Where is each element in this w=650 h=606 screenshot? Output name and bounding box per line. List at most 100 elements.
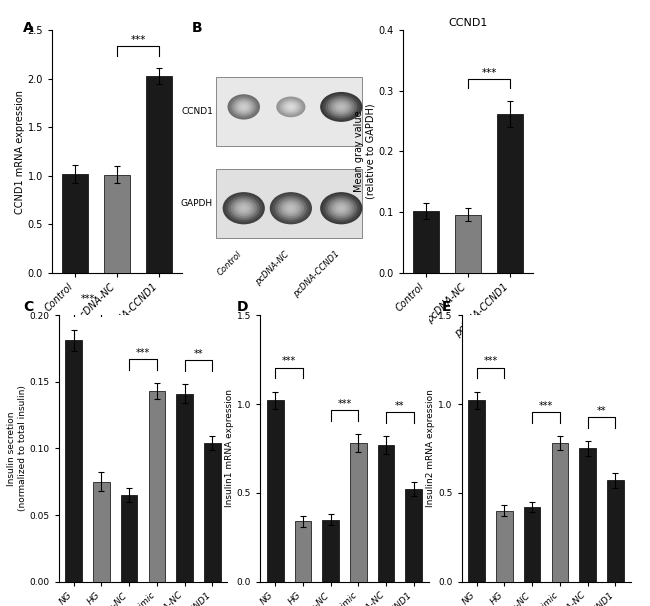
FancyBboxPatch shape — [216, 169, 363, 238]
Bar — [149, 391, 165, 582]
Text: ***: *** — [484, 356, 498, 366]
Bar — [294, 521, 311, 582]
Text: C: C — [23, 300, 33, 314]
Ellipse shape — [233, 99, 254, 115]
Ellipse shape — [283, 202, 299, 215]
Ellipse shape — [280, 99, 302, 115]
Y-axis label: Insulin2 mRNA expression: Insulin2 mRNA expression — [426, 390, 436, 507]
Ellipse shape — [228, 196, 259, 221]
Ellipse shape — [276, 96, 306, 117]
Ellipse shape — [287, 104, 294, 110]
Ellipse shape — [280, 200, 302, 216]
Bar — [469, 401, 485, 582]
Bar — [579, 448, 596, 582]
Text: D: D — [237, 300, 249, 314]
Bar — [146, 76, 172, 273]
Ellipse shape — [233, 200, 254, 216]
Text: ***: *** — [539, 401, 553, 411]
Ellipse shape — [320, 192, 363, 224]
Ellipse shape — [320, 92, 363, 122]
Text: Control: Control — [216, 250, 244, 278]
Ellipse shape — [278, 198, 304, 218]
Text: pcDNA-NC: pcDNA-NC — [254, 250, 291, 287]
Ellipse shape — [272, 194, 309, 222]
Ellipse shape — [231, 98, 256, 116]
Text: ***: *** — [282, 356, 296, 366]
FancyBboxPatch shape — [216, 77, 363, 146]
Ellipse shape — [281, 101, 300, 113]
Y-axis label: CCND1 mRNA expression: CCND1 mRNA expression — [15, 90, 25, 213]
Bar — [456, 215, 480, 273]
Text: ***: *** — [81, 295, 95, 304]
Ellipse shape — [283, 102, 298, 112]
Bar — [552, 443, 568, 582]
Ellipse shape — [323, 194, 359, 222]
Text: **: ** — [194, 349, 203, 359]
Ellipse shape — [227, 94, 260, 119]
Ellipse shape — [285, 204, 296, 212]
Text: CCND1: CCND1 — [181, 107, 213, 116]
Ellipse shape — [239, 204, 249, 212]
Ellipse shape — [226, 194, 262, 222]
Ellipse shape — [222, 192, 265, 224]
Bar — [322, 519, 339, 582]
Ellipse shape — [238, 102, 250, 112]
Ellipse shape — [278, 98, 304, 116]
Ellipse shape — [328, 98, 354, 116]
Text: A: A — [23, 21, 34, 35]
Bar — [105, 175, 129, 273]
Bar — [496, 511, 513, 582]
Bar — [524, 507, 540, 582]
Bar — [413, 211, 439, 273]
Text: pcDNA-CCND1: pcDNA-CCND1 — [291, 250, 341, 299]
Ellipse shape — [235, 101, 252, 113]
Ellipse shape — [326, 96, 357, 118]
Ellipse shape — [326, 196, 357, 221]
Ellipse shape — [339, 105, 344, 108]
Bar — [378, 445, 395, 582]
Bar — [121, 495, 137, 582]
Ellipse shape — [331, 99, 352, 115]
Ellipse shape — [275, 196, 307, 221]
Text: B: B — [192, 21, 202, 35]
Ellipse shape — [242, 105, 246, 108]
Text: ***: *** — [337, 399, 352, 409]
Ellipse shape — [240, 104, 248, 110]
Ellipse shape — [323, 94, 359, 120]
Text: ***: *** — [130, 35, 146, 45]
Ellipse shape — [333, 202, 349, 215]
Text: ***: *** — [481, 67, 497, 78]
Bar — [607, 481, 623, 582]
Bar — [62, 174, 88, 273]
Bar — [497, 114, 523, 273]
Text: E: E — [442, 300, 452, 314]
Bar — [176, 394, 193, 582]
Y-axis label: Mean gray value
(relative to GAPDH): Mean gray value (relative to GAPDH) — [354, 104, 376, 199]
Ellipse shape — [270, 192, 312, 224]
Ellipse shape — [288, 206, 294, 210]
Ellipse shape — [336, 103, 346, 111]
Text: ***: *** — [136, 348, 150, 358]
Ellipse shape — [328, 198, 354, 218]
Ellipse shape — [285, 103, 296, 111]
Bar — [267, 401, 283, 582]
Ellipse shape — [339, 206, 344, 210]
Ellipse shape — [236, 202, 252, 215]
Ellipse shape — [229, 96, 258, 118]
Ellipse shape — [241, 206, 246, 210]
Bar — [93, 482, 110, 582]
Text: **: ** — [597, 406, 606, 416]
Bar — [350, 443, 367, 582]
Bar — [204, 443, 220, 582]
Bar — [406, 489, 422, 582]
Bar — [66, 341, 82, 582]
Ellipse shape — [289, 105, 292, 108]
Y-axis label: Insulin secretion
(normalized to total insulin): Insulin secretion (normalized to total i… — [7, 385, 27, 511]
Ellipse shape — [336, 204, 346, 212]
Text: GAPDH: GAPDH — [181, 199, 213, 208]
Text: **: ** — [395, 401, 405, 411]
Ellipse shape — [333, 101, 349, 113]
Ellipse shape — [331, 200, 352, 216]
Y-axis label: Insulin1 mRNA expression: Insulin1 mRNA expression — [225, 390, 234, 507]
Title: CCND1: CCND1 — [448, 18, 488, 28]
